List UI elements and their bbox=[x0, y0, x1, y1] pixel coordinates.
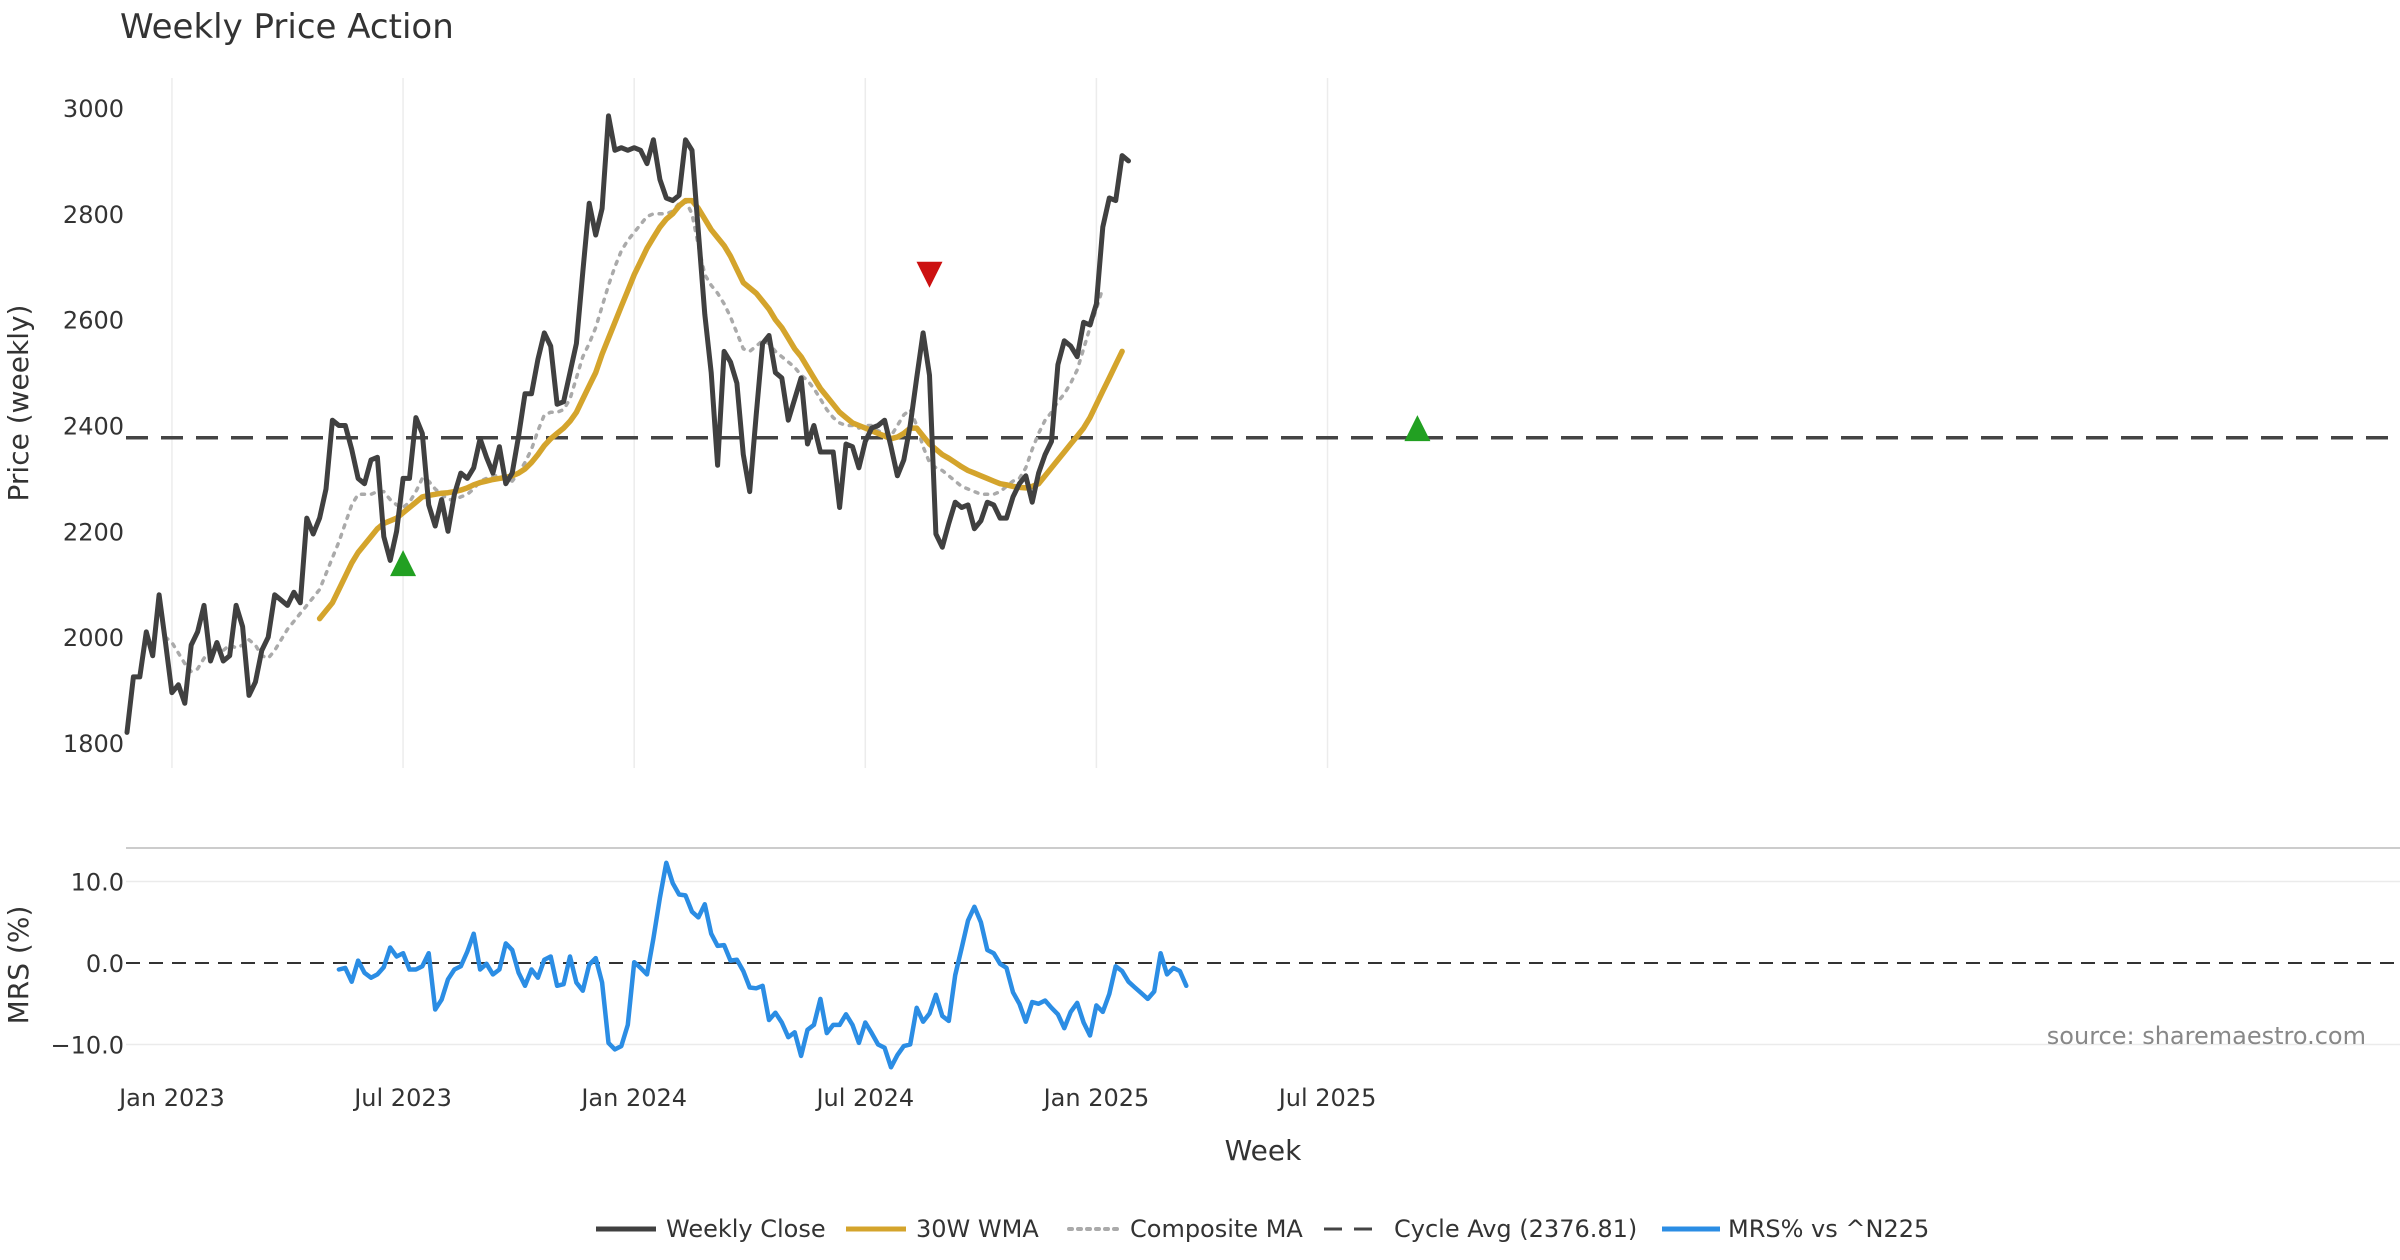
price-y-tick-label: 2800 bbox=[63, 201, 124, 229]
sell-signal-marker bbox=[916, 261, 943, 288]
chart-legend: Weekly Close 30W WMA Composite MA Cycle … bbox=[596, 1215, 1929, 1243]
buy-signal-marker bbox=[390, 550, 417, 577]
x-tick-label: Jul 2024 bbox=[814, 1084, 914, 1112]
legend-label-mrs: MRS% vs ^N225 bbox=[1728, 1215, 1929, 1243]
series-layer bbox=[124, 113, 2400, 1070]
x-tick-label: Jan 2025 bbox=[1042, 1084, 1150, 1112]
axis-layer: Jan 2023 Jul 2023 Jan 2024 Jul 2024 Jan 2025… bbox=[50, 95, 1376, 1112]
legend-label-30w-wma: 30W WMA bbox=[916, 1215, 1039, 1243]
x-tick-label: Jan 2024 bbox=[579, 1084, 687, 1112]
price-y-tick-label: 2000 bbox=[63, 624, 124, 652]
x-tick-label: Jul 2023 bbox=[352, 1084, 452, 1112]
mrs-y-tick-label: −10.0 bbox=[50, 1032, 124, 1060]
price-y-tick-label: 2400 bbox=[63, 413, 124, 441]
chart-title: Weekly Price Action bbox=[120, 7, 454, 47]
mrs-y-tick-label: 10.0 bbox=[71, 869, 124, 897]
weekly-close-line bbox=[124, 113, 1131, 735]
price-axis-label: Price (weekly) bbox=[2, 305, 35, 502]
legend-label-weekly-close: Weekly Close bbox=[666, 1215, 826, 1243]
x-tick-label: Jan 2023 bbox=[117, 1084, 225, 1112]
legend-label-composite-ma: Composite MA bbox=[1130, 1215, 1303, 1243]
mrs-line bbox=[336, 860, 1189, 1070]
composite-ma-line bbox=[163, 198, 1105, 674]
price-y-tick-label: 1800 bbox=[63, 730, 124, 758]
price-y-tick-label: 3000 bbox=[63, 95, 124, 123]
price-y-tick-label: 2200 bbox=[63, 518, 124, 546]
x-axis-label: Week bbox=[1225, 1134, 1302, 1167]
mrs-axis-label: MRS (%) bbox=[2, 906, 35, 1025]
signal-layer bbox=[390, 261, 1431, 577]
buy-signal-marker bbox=[1404, 415, 1431, 442]
legend-label-cycle-avg: Cycle Avg (2376.81) bbox=[1394, 1215, 1637, 1243]
price-y-tick-label: 2600 bbox=[63, 307, 124, 335]
grid-layer bbox=[126, 78, 2400, 1046]
mrs-y-tick-label: 0.0 bbox=[86, 950, 124, 978]
source-note: source: sharemaestro.com bbox=[2047, 1022, 2366, 1050]
x-tick-label: Jul 2025 bbox=[1277, 1084, 1377, 1112]
